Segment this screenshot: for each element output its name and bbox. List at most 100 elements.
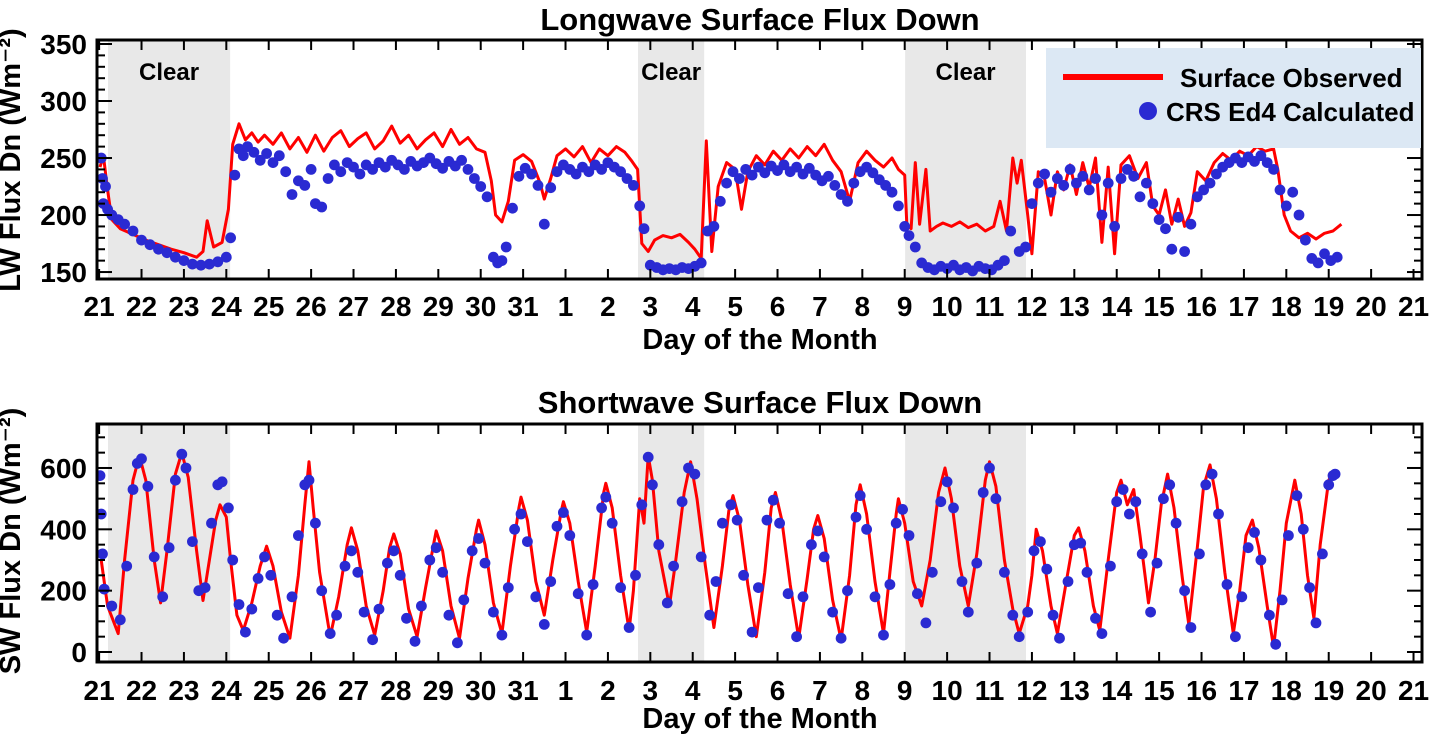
x-tick-label: 12 [1016,675,1047,706]
y-tick-label: 200 [40,200,87,231]
y-tick-label: 150 [40,257,87,288]
x-tick-label: 9 [897,291,913,322]
clear-label: Clear [641,59,701,86]
x-tick-label: 1 [558,291,574,322]
x-tick-label: 1 [558,675,574,706]
x-tick-label: 7 [812,675,828,706]
clear-label: Clear [139,59,199,86]
x-tick-label: 29 [423,291,454,322]
x-tick-label: 4 [685,675,701,706]
x-tick-label: 6 [770,291,786,322]
x-tick-label: 24 [211,675,243,706]
x-tick-label: 22 [126,291,157,322]
plot-frame [95,38,1424,281]
x-tick-label: 26 [296,291,327,322]
y-tick-label: 0 [71,637,87,668]
x-tick-label: 27 [338,675,369,706]
x-tick-label: 13 [1059,675,1090,706]
x-tick-label: 21 [1398,675,1429,706]
legend-label-calculated: CRS Ed4 Calculated [1166,97,1415,127]
sw-plot-area: 21 22 23 24 25 26 27 28 29 30 31 1 2 3 4 5 6 7 8 9 10 11 12 13 1… [40,422,1429,706]
y-tick-label: 600 [40,453,87,484]
lw-y-axis-label: LW Flux Dn (Wm⁻²) [0,28,27,291]
x-tick-label: 17 [1228,291,1259,322]
x-tick-label: 29 [423,675,454,706]
clear-label: Clear [936,59,996,86]
y-tick-label: 300 [40,86,87,117]
crs-ed4-calculated-dots [96,448,1341,650]
axis-ticks [97,40,1422,279]
x-tick-label: 17 [1228,675,1259,706]
surface-observed-line [98,122,1343,260]
x-tick-label: 11 [975,291,1005,322]
x-tick-label: 25 [253,675,284,706]
x-tick-label: 11 [975,675,1005,706]
x-tick-label: 28 [380,675,411,706]
x-tick-label: 15 [1144,291,1175,322]
x-tick-label: 2 [600,291,616,322]
sw-chart-title: Shortwave Surface Flux Down [538,385,982,420]
x-tick-label: 7 [812,291,828,322]
x-tick-label: 21 [1398,291,1429,322]
x-tick-label: 15 [1144,675,1175,706]
x-tick-label: 3 [643,675,659,706]
x-tick-label: 31 [508,291,539,322]
x-tick-label: 8 [855,291,871,322]
x-tick-label: 23 [168,675,199,706]
x-tick-label: 9 [897,675,913,706]
sw-x-axis-label: Day of the Month [642,703,877,735]
sw-y-axis-label: SW Flux Dn (Wm⁻²) [0,408,27,675]
x-tick-label: 27 [338,291,369,322]
lw-chart-title: Longwave Surface Flux Down [540,2,979,37]
x-tick-label: 8 [855,675,871,706]
x-tick-label: 5 [727,675,743,706]
clear-sky-band [108,40,231,279]
lw-x-axis-label: Day of the Month [642,324,877,356]
x-tick-label: 3 [643,291,659,322]
x-tick-label: 26 [296,675,327,706]
x-tick-label: 2 [600,675,616,706]
x-tick-label: 30 [465,291,496,322]
x-tick-label: 24 [211,291,243,322]
axis-ticks [97,424,1422,662]
sw-chart: 21 22 23 24 25 26 27 28 29 30 31 1 2 3 4 5 6 7 8 9 10 11 12 13 1… [0,385,1429,735]
x-tick-label: 14 [1101,675,1133,706]
legend-dot-sample [1139,102,1157,120]
y-tick-label: 350 [40,29,87,60]
x-tick-label: 30 [465,675,496,706]
y-tick-label: 400 [40,514,87,545]
x-tick-label: 25 [253,291,284,322]
x-tick-label: 13 [1059,291,1090,322]
x-tick-label: 21 [84,291,115,322]
legend: Surface Observed CRS Ed4 Calculated [1046,48,1421,148]
x-tick-label: 16 [1186,675,1217,706]
x-tick-label: 10 [932,675,963,706]
x-tick-label: 20 [1356,291,1387,322]
plot-frame [95,422,1424,664]
x-tick-label: 20 [1356,675,1387,706]
x-tick-label: 12 [1016,291,1047,322]
x-tick-label: 31 [508,675,539,706]
legend-label-observed: Surface Observed [1180,63,1403,93]
y-tick-label: 250 [40,143,87,174]
x-tick-label: 6 [770,675,786,706]
x-tick-label: 16 [1186,291,1217,322]
crs-ed4-calculated-dots [96,141,1343,277]
x-tick-label: 23 [168,291,199,322]
legend-background [1046,48,1421,148]
x-tick-label: 21 [84,675,115,706]
x-tick-label: 22 [126,675,157,706]
x-tick-label: 28 [380,291,411,322]
surface-observed-line [99,451,1335,649]
x-tick-label: 19 [1313,291,1344,322]
x-tick-label: 10 [932,291,963,322]
x-tick-label: 19 [1313,675,1344,706]
x-tick-label: 5 [727,291,743,322]
clear-sky-band [905,40,1026,279]
y-tick-label: 200 [40,576,87,607]
x-tick-label: 4 [685,291,701,322]
x-tick-label: 18 [1271,675,1302,706]
